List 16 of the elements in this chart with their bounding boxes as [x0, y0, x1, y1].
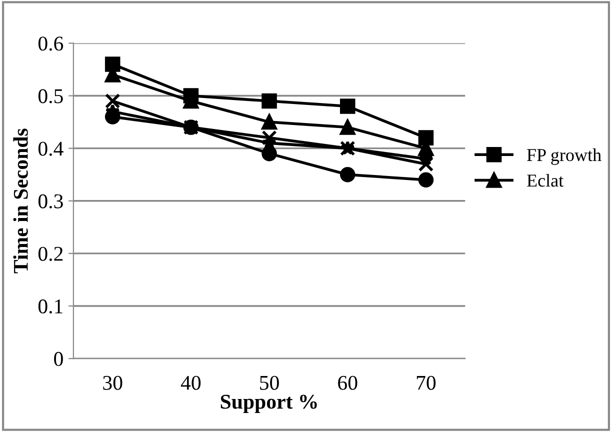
y-tick-label: 0.6	[38, 36, 64, 51]
x-tick-label: 50	[260, 376, 279, 390]
x-tick-label: 60	[338, 376, 358, 390]
legend-label: FP growth	[527, 148, 602, 165]
y-axis-title: Time in Seconds	[13, 128, 28, 274]
y-tick-label: 0.3	[38, 194, 63, 208]
x-tick-label: 70	[416, 376, 436, 390]
x-tick-label: 40	[180, 376, 201, 390]
y-tick-label: 0.5	[38, 89, 63, 104]
y-tick-label: 0	[54, 352, 63, 366]
y-tick-label: 0.2	[38, 246, 63, 261]
x-tick-label: 30	[103, 376, 122, 390]
legend-label: Eclat	[527, 174, 564, 187]
y-tick-label: 0.4	[38, 142, 64, 156]
y-tick-label: 0.1	[38, 299, 62, 314]
x-axis-title: Support %	[220, 394, 317, 414]
